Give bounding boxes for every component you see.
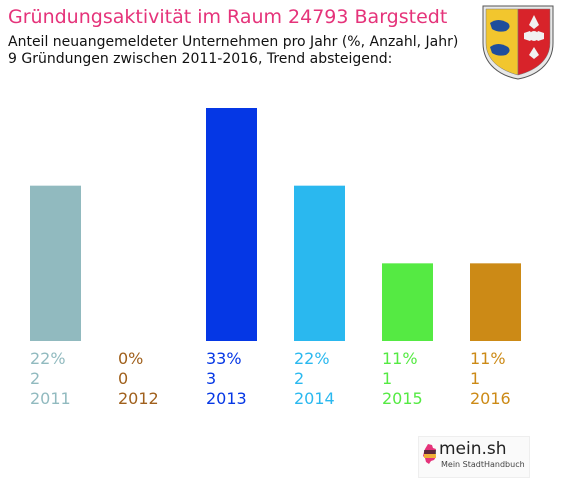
chart-subtitle: Anteil neuangemeldeter Unternehmen pro J… (8, 34, 458, 68)
germany-map-icon (423, 444, 436, 464)
count-label-2014: 2 (294, 369, 304, 388)
logo-text: mein.sh (439, 439, 507, 459)
count-label-2013: 3 (206, 369, 216, 388)
bar-2014 (294, 185, 345, 341)
count-label-2011: 2 (30, 369, 40, 388)
percent-label-2015: 11% (382, 349, 418, 368)
percent-label-2013: 33% (206, 349, 242, 368)
bar-2013 (206, 108, 257, 341)
year-label-2014: 2014 (294, 389, 335, 408)
subtitle-line-2: 9 Gründungen zwischen 2011-2016, Trend a… (8, 51, 393, 67)
percent-label-2014: 22% (294, 349, 330, 368)
chart-title: Gründungsaktivität im Raum 24793 Bargste… (8, 6, 448, 28)
year-label-2016: 2016 (470, 389, 511, 408)
subtitle-line-1: Anteil neuangemeldeter Unternehmen pro J… (8, 34, 459, 50)
year-label-2012: 2012 (118, 389, 159, 408)
bar-2016 (470, 263, 521, 341)
percent-label-2016: 11% (470, 349, 506, 368)
mein-sh-logo[interactable]: mein.sh Mein StadtHandbuch (418, 436, 530, 478)
bar-2015 (382, 263, 433, 341)
count-label-2016: 1 (470, 369, 480, 388)
count-label-2015: 1 (382, 369, 392, 388)
count-label-2012: 0 (118, 369, 128, 388)
bar-2011 (30, 185, 81, 341)
percent-label-2012: 0% (118, 349, 143, 368)
year-label-2015: 2015 (382, 389, 423, 408)
logo-subtitle: Mein StadtHandbuch (441, 460, 525, 469)
year-label-2011: 2011 (30, 389, 71, 408)
percent-label-2011: 22% (30, 349, 66, 368)
year-label-2013: 2013 (206, 389, 247, 408)
schleswig-holstein-coat-of-arms-icon (482, 5, 554, 80)
